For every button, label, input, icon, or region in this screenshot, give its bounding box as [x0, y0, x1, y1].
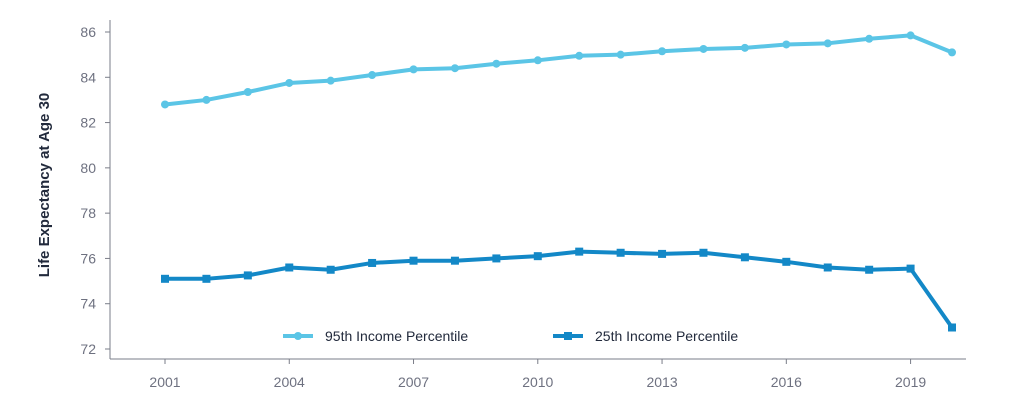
data-point — [906, 31, 915, 40]
data-point — [202, 274, 211, 283]
data-point — [616, 248, 625, 257]
data-point — [492, 254, 501, 263]
data-point — [658, 249, 667, 258]
legend-swatch-marker — [564, 332, 572, 340]
data-point — [906, 264, 915, 273]
data-point — [533, 56, 542, 65]
series-line — [165, 249, 954, 329]
data-point — [658, 47, 667, 56]
y-tick-label: 86 — [80, 24, 96, 40]
data-point — [865, 34, 874, 43]
x-tick-label: 2010 — [522, 374, 553, 390]
legend-item: 95th Income Percentile — [283, 328, 468, 344]
data-point — [492, 59, 501, 68]
data-point — [326, 76, 335, 85]
data-point — [326, 265, 335, 274]
data-point — [699, 248, 708, 257]
data-point — [740, 43, 749, 52]
data-point — [575, 51, 584, 60]
y-tick-label: 74 — [80, 296, 96, 312]
data-point — [243, 88, 252, 97]
legend-item: 25th Income Percentile — [553, 328, 738, 344]
data-point — [161, 274, 169, 283]
y-tick-label: 72 — [80, 341, 96, 357]
y-tick-label: 82 — [80, 115, 96, 131]
data-point — [616, 50, 625, 59]
data-point — [948, 48, 956, 57]
legend-label: 25th Income Percentile — [595, 328, 738, 344]
series-1 — [161, 31, 956, 109]
y-tick-label: 78 — [80, 205, 96, 221]
data-point — [161, 100, 169, 109]
x-tick-label: 2004 — [274, 374, 305, 390]
legend-label: 95th Income Percentile — [325, 328, 468, 344]
data-point — [823, 263, 832, 272]
data-point — [243, 271, 252, 280]
data-point — [575, 247, 584, 256]
data-point — [285, 78, 294, 87]
x-tick-label: 2001 — [149, 374, 180, 390]
x-tick-label: 2016 — [771, 374, 802, 390]
data-point — [368, 258, 377, 267]
data-point — [948, 323, 956, 332]
data-point — [409, 256, 418, 265]
data-point — [409, 65, 418, 74]
data-point — [202, 95, 211, 104]
axes: 72 74 76 78 80 82 84 86 2001 2004 2007 2010 2013 2016… — [80, 20, 966, 390]
x-tick-label: 2019 — [895, 374, 926, 390]
data-point — [740, 253, 749, 262]
data-point — [533, 252, 542, 261]
x-tick-label: 2013 — [646, 374, 677, 390]
y-tick-label: 76 — [80, 250, 96, 266]
data-point — [782, 257, 791, 266]
data-point — [450, 256, 459, 265]
y-tick-label: 80 — [80, 160, 96, 176]
data-point — [450, 64, 459, 73]
data-point — [368, 71, 377, 80]
data-point — [782, 40, 791, 49]
data-point — [823, 39, 832, 48]
data-point — [865, 265, 874, 274]
series-2 — [161, 247, 956, 332]
y-tick-label: 84 — [80, 69, 96, 85]
series-layer — [161, 31, 956, 332]
data-point — [285, 263, 294, 272]
legend-swatch-marker — [294, 332, 302, 340]
x-tick-label: 2007 — [398, 374, 429, 390]
series-line — [164, 33, 953, 107]
legend: 95th Income Percentile 25th Income Percen… — [283, 328, 738, 344]
data-point — [699, 44, 708, 53]
y-axis-title: Life Expectancy at Age 30 — [36, 93, 53, 278]
